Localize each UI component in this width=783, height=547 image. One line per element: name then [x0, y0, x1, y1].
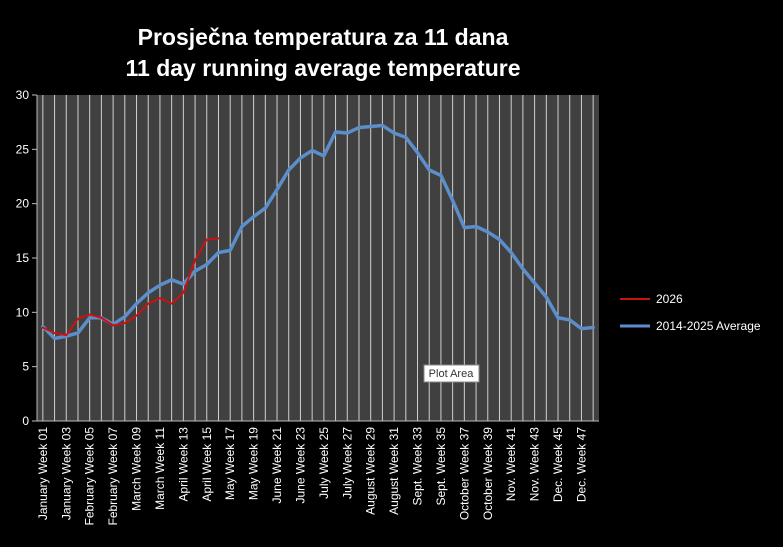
tooltip-box [423, 364, 480, 383]
x-tick-label: June Week 23 [293, 427, 307, 504]
x-axis: January Week 01 January Week 03 February W… [36, 420, 599, 526]
plot-area-tooltip: Plot Area [423, 364, 480, 383]
y-tick-label: 10 [16, 305, 30, 319]
y-tick-label: 25 [16, 142, 30, 156]
x-tick-label: March Week 11 [153, 427, 167, 510]
gridlines [42, 95, 594, 421]
x-tick-label: May Week 17 [223, 427, 237, 500]
plot-area[interactable] [37, 95, 599, 421]
series-line-average[interactable] [41, 123, 595, 341]
x-tick-label: Dec. Week 45 [551, 427, 565, 502]
legend: 2026 2014-2025 Average [620, 292, 761, 333]
y-tick-label: 20 [16, 197, 30, 211]
y-axis: 0 5 10 15 20 25 30 [16, 88, 38, 428]
x-tick-label: April Week 13 [176, 427, 190, 502]
x-tick-label: February Week 07 [106, 427, 120, 526]
x-tick-label: Dec. Week 47 [574, 427, 588, 502]
x-tick-label: April Week 15 [200, 427, 214, 502]
y-tick-label: 5 [22, 360, 29, 374]
tooltip-text: Plot Area [429, 368, 475, 380]
x-tick-label: July Week 25 [317, 427, 331, 499]
x-tick-label: February Week 05 [83, 427, 97, 526]
x-tick-label: January Week 01 [36, 427, 50, 520]
x-tick-label: August Week 31 [387, 427, 401, 515]
x-tick-label: Sept. Week 33 [411, 427, 425, 506]
legend-label-average: 2014-2025 Average [656, 319, 761, 333]
x-tick-label: August Week 29 [364, 427, 378, 515]
x-tick-label: Sept. Week 35 [434, 427, 448, 506]
series-line-2026[interactable] [41, 237, 220, 337]
y-tick-label: 30 [16, 88, 30, 102]
y-tick-label: 15 [16, 251, 30, 265]
y-tick-label: 0 [22, 414, 29, 428]
legend-label-2026: 2026 [656, 292, 683, 306]
x-tick-label: January Week 03 [59, 427, 73, 520]
chart-title-line1: Prosječna temperatura za 11 dana [138, 24, 509, 50]
x-tick-label: Nov. Week 43 [528, 427, 542, 502]
x-tick-label: July Week 27 [340, 427, 354, 499]
x-tick-label: October Week 39 [481, 427, 495, 520]
series-layer [41, 123, 595, 341]
x-tick-label: October Week 37 [457, 427, 471, 520]
x-tick-label: June Week 21 [270, 427, 284, 504]
x-tick-label: Nov. Week 41 [504, 427, 518, 502]
x-tick-label: March Week 09 [130, 427, 144, 511]
x-tick-label: May Week 19 [247, 427, 261, 500]
chart-title-line2: 11 day running average temperature [126, 55, 521, 81]
